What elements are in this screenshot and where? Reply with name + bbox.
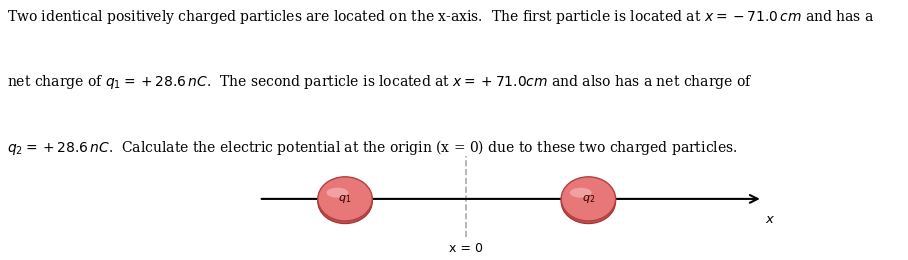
Ellipse shape [318, 177, 372, 221]
Ellipse shape [561, 179, 616, 224]
Ellipse shape [318, 179, 372, 224]
Text: x: x [765, 213, 774, 226]
Ellipse shape [570, 188, 592, 198]
Ellipse shape [561, 177, 616, 221]
Ellipse shape [327, 188, 349, 198]
Text: $q_2$: $q_2$ [582, 193, 595, 205]
Text: x = 0: x = 0 [449, 242, 483, 255]
Text: Two identical positively charged particles are located on the x-axis.  The first: Two identical positively charged particl… [7, 8, 874, 26]
Text: $q_1$: $q_1$ [339, 193, 351, 205]
Text: $q_2 = +28.6\,nC$.  Calculate the electric potential at the origin (x = 0) due t: $q_2 = +28.6\,nC$. Calculate the electri… [7, 138, 738, 157]
Text: net charge of $q_1 = +28.6\,nC$.  The second particle is located at $x = +71.0cm: net charge of $q_1 = +28.6\,nC$. The sec… [7, 73, 753, 91]
